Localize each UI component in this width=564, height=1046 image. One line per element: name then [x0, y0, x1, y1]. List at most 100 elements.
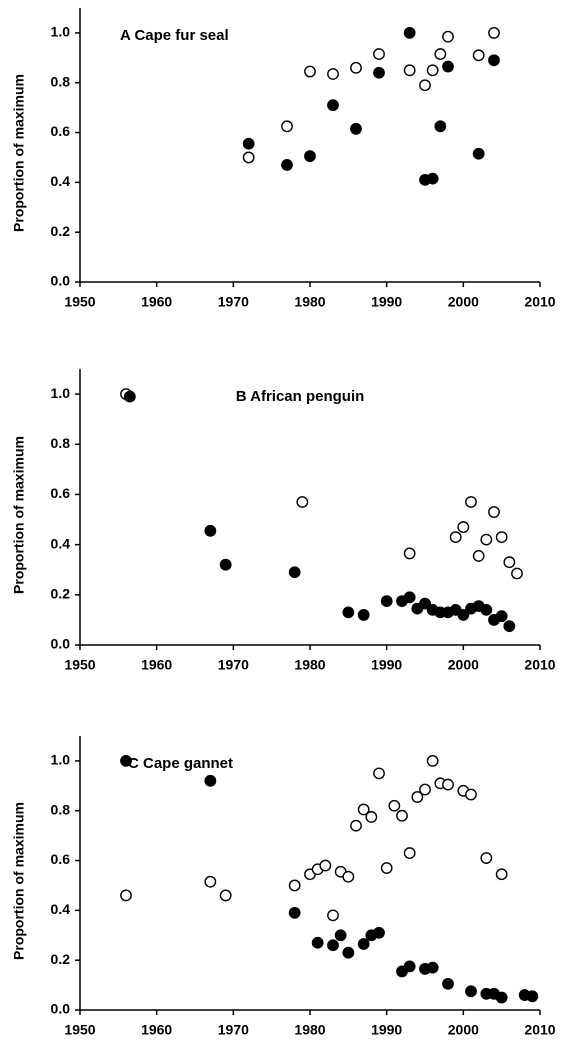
data-point [373, 926, 385, 939]
data-point [480, 603, 493, 616]
data-point [488, 506, 500, 518]
data-point [288, 906, 301, 919]
y-tick-label: 0.0 [51, 273, 71, 289]
x-tick-label: 2010 [524, 1022, 555, 1038]
data-point [242, 137, 255, 150]
data-point [342, 606, 355, 619]
data-point [411, 791, 424, 803]
y-tick-label: 0.0 [51, 1001, 71, 1017]
data-point [373, 66, 385, 79]
y-tick-label: 0.2 [51, 223, 71, 239]
data-point [419, 783, 431, 796]
data-point [219, 558, 232, 571]
data-point [465, 985, 477, 998]
data-point [449, 531, 462, 544]
data-point [204, 774, 217, 787]
data-point [120, 889, 132, 902]
data-point [526, 990, 539, 1003]
data-point [419, 79, 431, 92]
data-point [388, 799, 401, 812]
data-point [327, 99, 339, 112]
data-point [357, 608, 370, 621]
data-point [495, 531, 508, 544]
data-point [319, 859, 332, 872]
x-tick-label: 2010 [524, 294, 555, 310]
data-point [350, 819, 362, 832]
data-point [403, 960, 416, 973]
data-point [403, 847, 416, 859]
data-point [419, 597, 431, 610]
y-tick-label: 0.0 [51, 636, 71, 652]
data-point [242, 151, 255, 164]
data-point [350, 122, 362, 135]
x-tick-label: 1970 [218, 657, 249, 673]
x-tick-label: 1990 [371, 1022, 402, 1038]
data-point [396, 809, 408, 822]
data-point [403, 591, 416, 604]
data-point [442, 778, 454, 791]
data-point [472, 147, 485, 160]
data-point [204, 524, 217, 537]
data-point [296, 496, 309, 508]
data-point [442, 977, 454, 990]
data-point [334, 929, 347, 942]
y-tick-label: 0.8 [51, 435, 71, 451]
data-point [288, 566, 301, 579]
x-tick-label: 1980 [294, 657, 325, 673]
data-point [281, 120, 293, 133]
chart-panel: 0.0 0.2 0.4 0.6 0.8 1.0 1950 1960 1970 1980 1990 20… [11, 369, 556, 673]
chart-title: B African penguin [236, 388, 365, 405]
data-point [503, 620, 516, 633]
data-point [426, 172, 439, 185]
y-tick-label: 0.4 [51, 535, 71, 551]
data-point [488, 54, 500, 67]
x-tick-label: 1950 [64, 657, 95, 673]
x-tick-label: 1960 [141, 294, 172, 310]
data-point [426, 64, 439, 77]
x-tick-label: 1980 [294, 294, 325, 310]
x-tick-label: 2010 [524, 657, 555, 673]
data-point [511, 567, 523, 580]
data-point [288, 879, 301, 892]
x-tick-label: 1960 [141, 657, 172, 673]
data-point [403, 547, 416, 560]
data-point [465, 788, 477, 801]
data-point [457, 521, 470, 533]
data-point [495, 868, 508, 881]
data-point [457, 608, 470, 621]
data-point [342, 946, 355, 959]
y-tick-label: 1.0 [51, 752, 71, 768]
x-tick-label: 1970 [218, 1022, 249, 1038]
y-tick-label: 0.6 [51, 851, 71, 867]
y-tick-label: 0.8 [51, 73, 71, 89]
y-axis-label: Proportion of maximum [11, 436, 27, 594]
data-point [488, 27, 500, 39]
data-point [426, 961, 439, 974]
data-point [380, 862, 393, 874]
y-tick-label: 0.8 [51, 801, 71, 817]
data-point [495, 610, 508, 623]
data-point [434, 48, 447, 60]
x-tick-label: 1970 [218, 294, 249, 310]
data-point [327, 909, 339, 922]
y-axis-label: Proportion of maximum [11, 74, 27, 232]
x-tick-label: 1950 [64, 294, 95, 310]
data-point [495, 991, 508, 1004]
data-point [380, 595, 393, 607]
data-point [403, 27, 416, 39]
data-point [472, 49, 485, 62]
x-tick-label: 2000 [448, 294, 479, 310]
data-point [403, 64, 416, 77]
data-point [342, 870, 355, 883]
data-point [426, 755, 439, 767]
data-point [350, 61, 362, 74]
data-point [123, 390, 136, 403]
y-tick-label: 1.0 [51, 385, 71, 401]
y-axis-label: Proportion of maximum [11, 802, 27, 960]
data-point [373, 767, 385, 780]
y-tick-label: 0.2 [51, 951, 71, 967]
data-point [357, 803, 370, 816]
data-point [503, 556, 516, 569]
data-point [480, 852, 493, 864]
